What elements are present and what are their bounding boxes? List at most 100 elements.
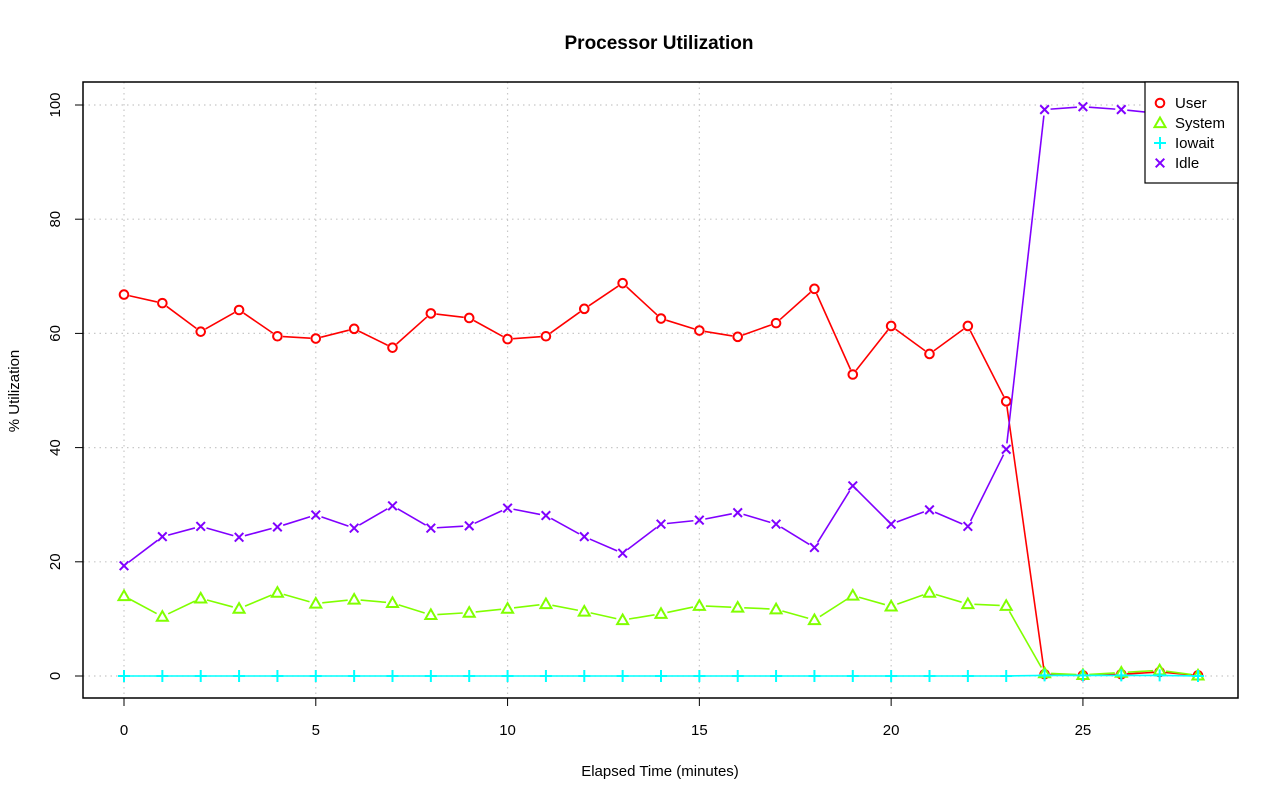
series-user-point	[502, 333, 513, 345]
series-system-point	[768, 601, 784, 615]
series-system-point	[922, 585, 937, 598]
series-idle-point	[387, 500, 398, 511]
legend-item-idle: Idle	[1154, 155, 1199, 172]
series-idle-point	[579, 531, 590, 542]
series-idle-point	[118, 560, 130, 571]
series-system-segment	[1165, 670, 1192, 676]
series-user-point	[809, 283, 820, 295]
series-system-point	[807, 612, 822, 626]
series-iowait	[118, 669, 1204, 682]
series-system-point	[500, 601, 515, 614]
series-user-segment	[666, 319, 695, 330]
y-tick-label: 60	[47, 325, 64, 342]
series-user-point	[924, 348, 935, 360]
series-system-segment	[398, 604, 425, 614]
series-idle-segment	[397, 508, 427, 526]
series-user-point	[348, 323, 360, 335]
series-iowait-point	[1153, 669, 1166, 682]
series-iowait-point	[1192, 670, 1204, 682]
series-idle-segment	[513, 508, 541, 516]
series-user-segment	[626, 286, 658, 316]
series-idle-segment	[780, 526, 810, 546]
series-idle-segment	[1006, 115, 1045, 444]
series-iowait-point	[539, 670, 552, 682]
series-user-point	[655, 313, 667, 324]
series-idle-segment	[896, 511, 925, 523]
series-idle-point	[540, 510, 551, 521]
series-system-segment	[206, 599, 233, 608]
series-idle-segment	[206, 527, 234, 537]
series-user-segment	[549, 311, 581, 334]
series-user-segment	[243, 312, 274, 334]
series-iowait-point	[271, 670, 284, 682]
series-idle-point	[1039, 104, 1050, 115]
x-tick-label: 20	[883, 722, 900, 739]
series-system-point	[231, 601, 247, 614]
series-system-point	[883, 598, 899, 612]
series-iowait-point	[693, 670, 706, 682]
series-iowait-point	[616, 670, 629, 682]
series-iowait-point	[463, 670, 476, 682]
series-idle-point	[694, 515, 705, 526]
legend-label-system: System	[1175, 115, 1225, 132]
series-user-segment	[358, 330, 388, 346]
series-iowait-point	[961, 670, 974, 682]
series-idle-point	[157, 531, 168, 542]
series-user-point	[885, 320, 897, 332]
series-system-point	[615, 612, 630, 626]
series-idle-segment	[321, 516, 349, 527]
series-user-point	[118, 289, 130, 300]
series-user-point	[157, 297, 168, 309]
series-system-segment	[167, 600, 196, 615]
legend-label-user: User	[1175, 95, 1207, 112]
series-idle-point	[886, 519, 897, 530]
series-user-segment	[742, 324, 772, 336]
series-system-segment	[935, 593, 962, 603]
series-iowait-point	[770, 670, 783, 682]
series-iowait-point	[501, 670, 514, 682]
series-system-segment	[360, 599, 387, 604]
x-tick-label: 25	[1075, 722, 1092, 739]
series-system-segment	[974, 603, 1000, 607]
series-idle-segment	[969, 454, 1005, 522]
series-system-point	[998, 598, 1014, 611]
series-user-segment	[129, 294, 158, 303]
series-idle-segment	[167, 527, 196, 536]
series-user-point	[233, 304, 245, 316]
series-user-segment	[704, 330, 733, 337]
series-user-segment	[205, 312, 235, 330]
series-user-segment	[933, 328, 964, 352]
series-iowait-point	[386, 670, 399, 682]
series-iowait-segment	[1007, 674, 1044, 677]
series-system	[116, 585, 1206, 681]
y-tick-label: 40	[47, 439, 64, 456]
series-system-segment	[705, 605, 732, 608]
series-system-segment	[628, 614, 655, 620]
series-idle-point	[924, 504, 935, 515]
series-iowait-point	[1115, 669, 1128, 682]
series-iowait-point	[808, 670, 821, 682]
series-user-point	[540, 330, 552, 342]
series-idle-segment	[550, 517, 580, 535]
series-user-segment	[473, 319, 504, 338]
series-system-point	[423, 607, 439, 621]
chart-title: Processor Utilization	[565, 33, 754, 54]
series-iowait-point	[578, 670, 591, 682]
series-system-point	[692, 598, 707, 611]
series-idle-point	[732, 507, 743, 518]
series-iowait-point	[1038, 669, 1051, 682]
series-idle-point	[1077, 101, 1088, 112]
series-idle-point	[310, 509, 321, 520]
series-idle-point	[809, 542, 820, 553]
legend-item-system: System	[1152, 115, 1225, 132]
series-idle-point	[234, 532, 245, 543]
series-system-segment	[819, 598, 848, 618]
series-system-segment	[590, 612, 617, 620]
legend: User System Iowait Idle	[1144, 81, 1239, 184]
legend-marker-system	[1152, 115, 1168, 129]
series-user-point	[310, 333, 322, 344]
series-system-segment	[437, 612, 463, 616]
series-user-segment	[396, 316, 428, 345]
series-system-segment	[1051, 672, 1077, 676]
legend-item-iowait: Iowait	[1154, 135, 1215, 152]
